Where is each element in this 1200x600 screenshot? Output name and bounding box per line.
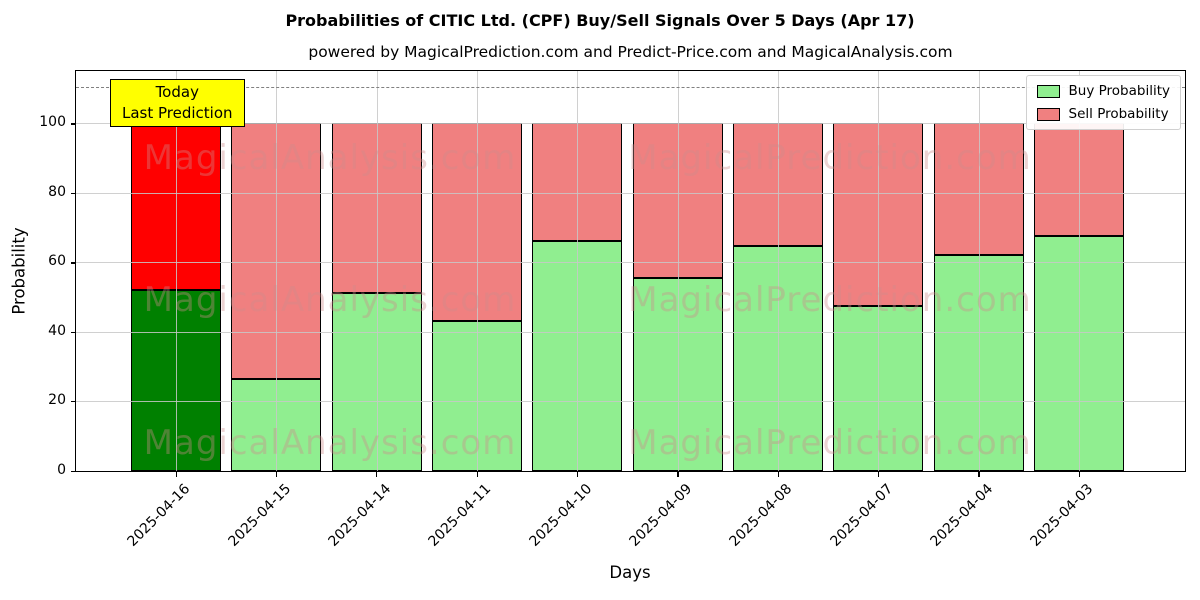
sell-swatch-icon xyxy=(1036,107,1060,121)
x-tick-label: 2025-04-15 xyxy=(225,481,294,550)
legend: Buy Probability Sell Probability xyxy=(1025,75,1181,130)
x-gridline xyxy=(677,71,679,471)
x-gridline xyxy=(376,71,378,471)
watermark-text: MagicalPrediction.com xyxy=(628,423,1032,463)
y-gridline xyxy=(76,401,1185,403)
x-tick-label: 2025-04-10 xyxy=(526,481,595,550)
x-tick-label: 2025-04-14 xyxy=(325,481,395,550)
legend-label-buy: Buy Probability xyxy=(1068,83,1170,99)
y-tick-label: 100 xyxy=(39,114,66,131)
x-tick-label: 2025-04-07 xyxy=(827,481,896,550)
y-gridline xyxy=(76,331,1185,333)
legend-entry-sell: Sell Probability xyxy=(1036,106,1170,122)
x-gridline xyxy=(577,71,579,471)
y-axis-label: Probability xyxy=(9,227,29,315)
y-tick-label: 40 xyxy=(48,322,66,339)
x-tick-label: 2025-04-09 xyxy=(626,481,696,550)
x-gridline xyxy=(176,71,177,471)
x-gridline xyxy=(778,71,780,471)
x-gridline xyxy=(878,71,880,471)
x-gridline xyxy=(1079,71,1081,471)
x-tick-mark xyxy=(275,472,278,477)
x-tick-mark xyxy=(376,472,378,477)
y-tick-mark xyxy=(70,331,75,333)
x-tick-label: 2025-04-04 xyxy=(927,481,997,550)
x-tick-mark xyxy=(878,472,880,477)
y-gridline xyxy=(76,262,1185,264)
y-tick-label: 0 xyxy=(57,461,66,478)
legend-entry-buy: Buy Probability xyxy=(1036,83,1170,99)
x-tick-label: 2025-04-03 xyxy=(1027,481,1097,550)
x-tick-label: 2025-04-11 xyxy=(425,481,495,550)
y-gridline xyxy=(76,123,1185,125)
y-tick-mark xyxy=(70,123,75,125)
legend-label-sell: Sell Probability xyxy=(1068,106,1169,122)
x-tick-mark xyxy=(1078,472,1080,477)
plot-area: Today Last Prediction Buy Probability Se… xyxy=(75,70,1186,472)
x-axis-label: Days xyxy=(609,563,651,582)
watermark-text: MagicalPrediction.com xyxy=(628,138,1032,178)
y-tick-label: 20 xyxy=(48,392,66,409)
chart-title: Probabilities of CITIC Ltd. (CPF) Buy/Se… xyxy=(285,11,915,30)
today-annotation: Today Last Prediction xyxy=(110,79,245,127)
annotation-line-1: Today xyxy=(155,83,199,101)
threshold-dashed-line xyxy=(76,87,1185,89)
y-gridline xyxy=(76,192,1185,194)
y-tick-mark xyxy=(70,262,75,264)
y-tick-label: 60 xyxy=(48,253,66,270)
y-tick-label: 80 xyxy=(48,183,66,200)
y-tick-mark xyxy=(70,192,75,194)
watermark-text: MagicalPrediction.com xyxy=(628,280,1032,320)
x-tick-label: 2025-04-16 xyxy=(124,481,194,550)
y-tick-mark xyxy=(70,470,75,472)
x-tick-mark xyxy=(777,472,779,477)
x-gridline xyxy=(978,71,980,471)
watermark-text: MagicalAnalysis.com xyxy=(143,280,517,320)
buy-swatch-icon xyxy=(1036,84,1060,98)
watermark-text: MagicalAnalysis.com xyxy=(143,423,517,463)
chart-subtitle: powered by MagicalPrediction.com and Pre… xyxy=(308,43,953,61)
x-tick-mark xyxy=(476,472,478,477)
annotation-line-2: Last Prediction xyxy=(122,104,233,122)
x-tick-mark xyxy=(577,472,579,477)
x-gridline xyxy=(276,71,278,471)
x-tick-mark xyxy=(175,472,177,477)
x-tick-mark xyxy=(978,472,980,477)
x-tick-mark xyxy=(677,472,679,477)
watermark-text: MagicalAnalysis.com xyxy=(143,138,517,178)
x-gridline xyxy=(477,71,479,471)
x-tick-label: 2025-04-08 xyxy=(726,481,796,550)
y-tick-mark xyxy=(70,401,75,403)
